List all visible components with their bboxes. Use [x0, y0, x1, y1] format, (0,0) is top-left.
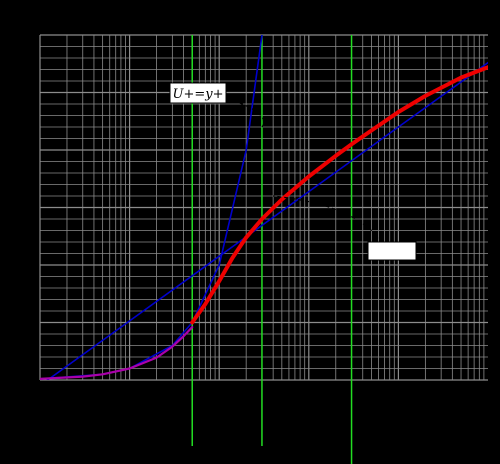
- grid: [39, 34, 488, 381]
- equation-label-box: [169, 82, 227, 104]
- profile-label-box: [367, 241, 417, 261]
- series-line-measured-profile: [190, 65, 488, 325]
- series-line-log-law: [46, 61, 488, 380]
- annotation-layer: U+=y+: [169, 82, 417, 261]
- series-line-wall-profile: [40, 326, 194, 380]
- series-layer: [40, 35, 488, 380]
- annotation-leader: [225, 97, 265, 128]
- equation-label: U+=y+: [173, 87, 224, 102]
